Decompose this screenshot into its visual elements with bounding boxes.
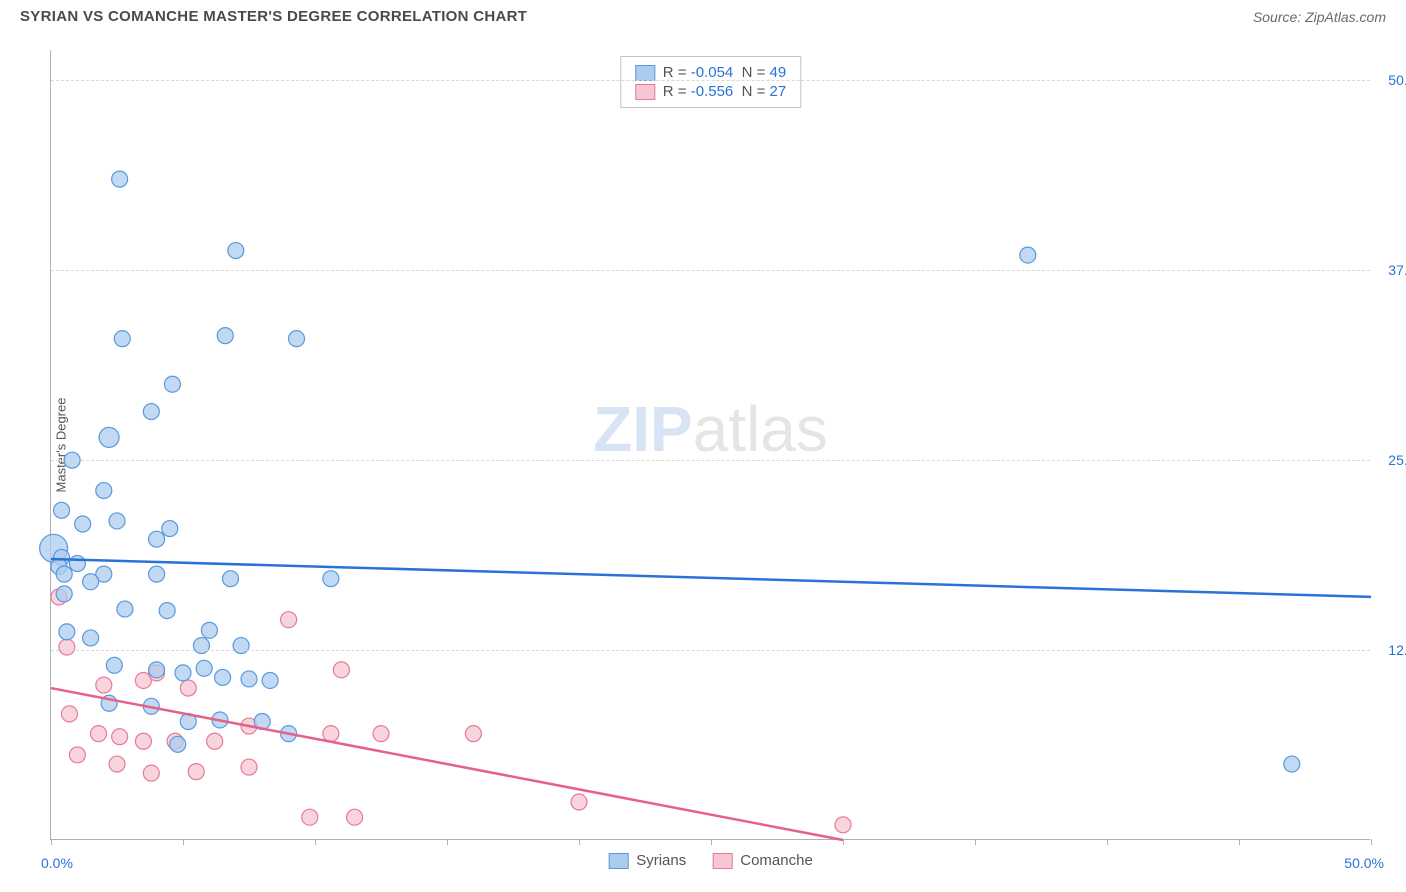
data-point [207,733,223,749]
data-point [59,639,75,655]
data-point [69,747,85,763]
swatch-icon [608,853,628,869]
x-tick [843,839,844,845]
data-point [323,726,339,742]
data-point [149,662,165,678]
x-tick [711,839,712,845]
data-point [262,672,278,688]
data-point [109,756,125,772]
data-point [201,622,217,638]
x-tick [315,839,316,845]
data-point [170,736,186,752]
data-point [347,809,363,825]
data-point [241,671,257,687]
data-point [135,733,151,749]
series-legend: Syrians Comanche [608,852,813,869]
data-point [159,603,175,619]
x-tick [1371,839,1372,845]
legend-item-syrians: Syrians [608,852,686,869]
data-point [149,531,165,547]
data-point [83,630,99,646]
data-point [223,571,239,587]
data-point [83,574,99,590]
data-point [289,331,305,347]
data-point [193,638,209,654]
data-point [571,794,587,810]
data-point [117,601,133,617]
x-tick [51,839,52,845]
data-point [175,665,191,681]
data-point [59,624,75,640]
x-tick [579,839,580,845]
data-point [215,669,231,685]
data-point [196,660,212,676]
data-point [96,677,112,693]
data-point [149,566,165,582]
data-point [241,759,257,775]
data-point [302,809,318,825]
data-point [75,516,91,532]
x-tick [975,839,976,845]
y-tick-label: 12.5% [1388,642,1406,658]
data-point [54,502,70,518]
data-point [333,662,349,678]
data-point [323,571,339,587]
x-tick [447,839,448,845]
legend-item-comanche: Comanche [712,852,813,869]
data-point [109,513,125,529]
trend-line [51,559,1371,597]
y-tick-label: 25.0% [1388,452,1406,468]
data-point [56,566,72,582]
data-point [99,427,119,447]
scatter-svg [51,50,1370,839]
trend-line [51,688,843,840]
chart-plot-area: Master's Degree ZIPatlas R = -0.054 N = … [50,50,1370,840]
x-tick [1239,839,1240,845]
data-point [61,706,77,722]
data-point [143,765,159,781]
data-point [465,726,481,742]
data-point [373,726,389,742]
chart-title: SYRIAN VS COMANCHE MASTER'S DEGREE CORRE… [20,8,527,25]
data-point [112,171,128,187]
data-point [835,817,851,833]
x-tick [1107,839,1108,845]
data-point [1284,756,1300,772]
data-point [162,521,178,537]
data-point [180,680,196,696]
data-point [1020,247,1036,263]
data-point [164,376,180,392]
x-tick [183,839,184,845]
y-tick-label: 50.0% [1388,72,1406,88]
data-point [56,586,72,602]
y-tick-label: 37.5% [1388,262,1406,278]
data-point [106,657,122,673]
swatch-icon [712,853,732,869]
data-point [217,328,233,344]
x-min-label: 0.0% [41,855,73,871]
data-point [112,729,128,745]
data-point [188,764,204,780]
data-point [281,612,297,628]
data-point [114,331,130,347]
data-point [233,638,249,654]
data-point [91,726,107,742]
x-max-label: 50.0% [1344,855,1384,871]
data-point [96,483,112,499]
data-point [69,556,85,572]
data-point [228,243,244,259]
source-text: Source: ZipAtlas.com [1253,9,1386,25]
data-point [143,404,159,420]
